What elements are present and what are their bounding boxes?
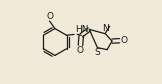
Text: O: O <box>76 46 83 55</box>
Text: N: N <box>103 24 109 33</box>
Text: HN: HN <box>75 25 88 34</box>
Text: O: O <box>46 12 53 21</box>
Text: O: O <box>120 36 127 45</box>
Text: S: S <box>95 48 100 57</box>
